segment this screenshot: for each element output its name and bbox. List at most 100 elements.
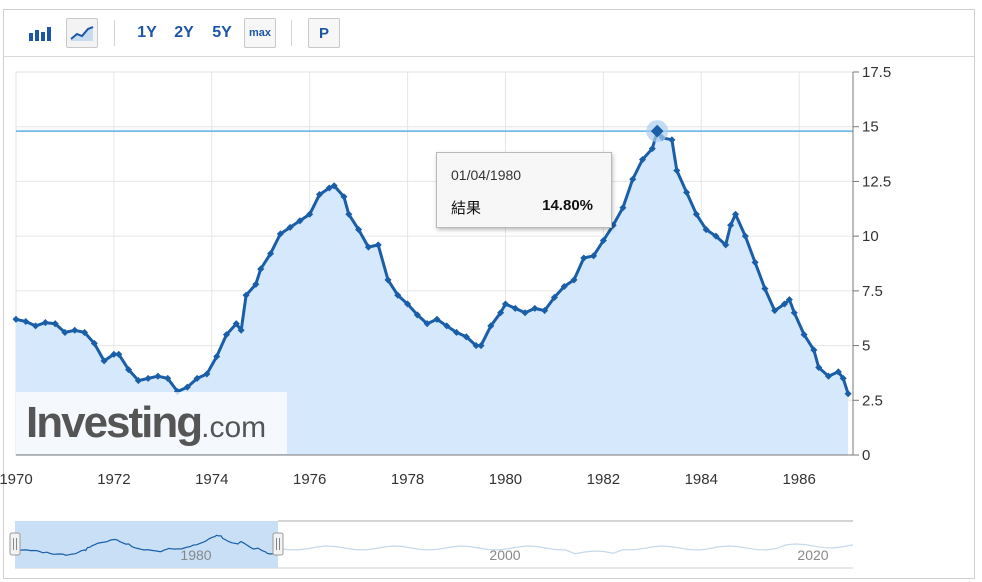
logo-main-text: Investing xyxy=(26,398,203,447)
data-point-marker xyxy=(751,258,759,266)
navigator-handle[interactable] xyxy=(9,532,21,556)
toolbar-divider xyxy=(291,20,292,46)
data-point-marker xyxy=(276,230,284,238)
data-point-marker xyxy=(330,182,338,190)
data-point-marker xyxy=(599,236,607,245)
data-point-marker xyxy=(472,342,480,350)
data-tooltip: 01/04/1980 結果 14.80% xyxy=(436,152,612,228)
data-point-marker xyxy=(531,304,539,312)
navigator-trend-line xyxy=(277,543,854,555)
data-point-marker xyxy=(580,254,588,262)
data-point-marker xyxy=(839,374,847,382)
data-point-marker xyxy=(815,363,823,371)
data-point-marker xyxy=(80,328,89,336)
data-point-marker xyxy=(560,282,568,291)
chart-toolbar: 1Y 2Y 5Y max P xyxy=(4,10,974,57)
navigator-tick-label: 1980 xyxy=(180,547,211,563)
data-point-marker xyxy=(780,300,789,308)
data-point-marker xyxy=(374,241,382,249)
data-point-marker xyxy=(824,372,833,380)
p-button[interactable]: P xyxy=(308,18,340,48)
data-point-marker xyxy=(590,252,598,260)
data-point-marker xyxy=(100,357,108,365)
area-chart-icon[interactable] xyxy=(66,18,98,48)
data-point-marker xyxy=(22,317,30,326)
data-point-marker xyxy=(164,374,172,382)
navigator-selected-range[interactable] xyxy=(15,521,278,568)
data-point-marker xyxy=(433,315,441,323)
range-2y-button[interactable]: 2Y xyxy=(174,24,194,41)
bar-chart-icon[interactable] xyxy=(24,18,56,48)
data-point-marker xyxy=(423,320,431,328)
data-point-marker xyxy=(521,309,529,317)
logo-domain-text: .com xyxy=(201,411,267,444)
data-point-marker xyxy=(41,319,49,327)
range-5y-button[interactable]: 5Y xyxy=(212,24,232,41)
y-tick-label: 5 xyxy=(862,338,870,355)
data-point-marker xyxy=(761,285,769,293)
x-tick-label: 1978 xyxy=(391,471,424,488)
x-tick-label: 1976 xyxy=(293,471,326,488)
tooltip-value: 14.80% xyxy=(542,197,593,214)
data-point-marker xyxy=(722,241,730,249)
data-point-marker xyxy=(306,210,314,218)
data-point-marker xyxy=(692,210,700,218)
data-point-marker xyxy=(266,250,275,258)
data-point-marker xyxy=(237,326,245,334)
x-tick-label: 1970 xyxy=(0,471,33,488)
navigator-handle[interactable] xyxy=(272,532,284,556)
data-point-marker xyxy=(648,145,656,153)
data-point-marker xyxy=(487,322,495,330)
data-point-marker xyxy=(668,136,676,144)
y-tick-label: 7.5 xyxy=(862,283,883,300)
data-point-marker xyxy=(452,328,461,336)
range-max-button[interactable]: max xyxy=(244,18,276,48)
data-point-marker xyxy=(462,333,470,341)
data-point-marker xyxy=(257,265,265,273)
y-tick-label: 10 xyxy=(862,228,879,245)
toolbar-divider xyxy=(114,20,115,46)
data-point-marker xyxy=(252,280,260,288)
data-point-marker xyxy=(497,309,505,317)
data-point-marker xyxy=(673,166,681,175)
y-tick-label: 2.5 xyxy=(862,392,883,409)
data-point-marker xyxy=(785,296,793,304)
data-point-marker xyxy=(355,226,363,234)
data-point-marker xyxy=(404,300,412,308)
navigator-tick-label: 2020 xyxy=(797,547,828,563)
data-point-marker xyxy=(541,307,549,315)
x-tick-label: 1986 xyxy=(782,471,815,488)
data-point-marker xyxy=(12,315,20,323)
data-point-marker xyxy=(154,372,162,380)
tooltip-label: 結果 xyxy=(451,200,482,217)
data-point-marker xyxy=(325,184,333,192)
data-point-marker xyxy=(844,390,852,398)
navigator-tick-label: 2000 xyxy=(489,547,520,563)
data-point-marker xyxy=(629,175,637,183)
y-tick-label: 0 xyxy=(862,447,870,464)
investing-logo: Investing.com xyxy=(16,392,287,454)
data-point-marker xyxy=(340,193,348,201)
data-point-marker xyxy=(213,352,221,361)
tooltip-date: 01/04/1980 xyxy=(451,167,522,183)
data-point-marker xyxy=(810,346,818,354)
data-point-marker xyxy=(727,221,735,229)
range-1y-button[interactable]: 1Y xyxy=(137,24,157,41)
data-point-marker xyxy=(242,291,250,299)
data-point-marker xyxy=(413,311,421,319)
data-point-marker xyxy=(683,188,691,196)
data-point-marker xyxy=(364,243,372,251)
data-point-marker xyxy=(286,223,294,231)
x-tick-label: 1982 xyxy=(587,471,620,488)
data-point-marker xyxy=(193,374,201,382)
data-point-marker xyxy=(619,204,627,212)
chart-frame xyxy=(3,9,975,579)
data-point-marker xyxy=(203,370,211,378)
y-tick-label: 12.5 xyxy=(862,173,891,190)
data-point-marker xyxy=(32,322,40,330)
data-point-marker xyxy=(771,307,779,315)
data-point-marker xyxy=(222,331,231,339)
data-point-marker xyxy=(501,300,510,308)
x-tick-label: 1974 xyxy=(195,471,228,488)
